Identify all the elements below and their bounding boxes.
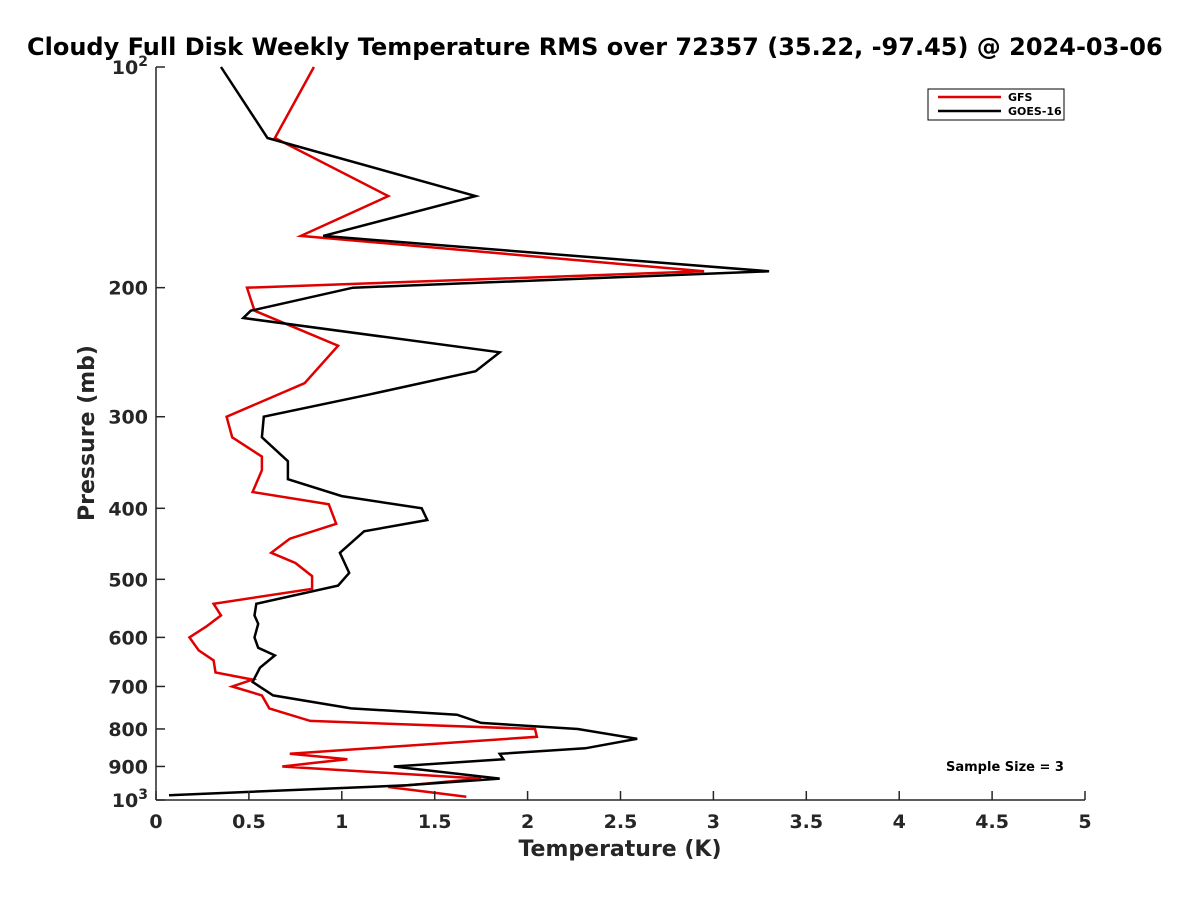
x-tick-label: 0	[149, 811, 162, 833]
x-tick-label: 5	[1078, 811, 1091, 833]
y-tick-label: 500	[108, 569, 148, 591]
series-line-goes16	[168, 66, 770, 797]
y-tick-label: 103	[112, 787, 148, 812]
y-tick-label: 600	[108, 627, 148, 649]
x-tick-label: 2.5	[604, 811, 638, 833]
x-tick-label: 1.5	[418, 811, 452, 833]
sample-size-annotation: Sample Size = 3	[946, 760, 1064, 775]
y-tick-label: 400	[108, 498, 148, 520]
legend-label-goes16: GOES-16	[1008, 105, 1062, 118]
x-tick-label: 2	[521, 811, 534, 833]
chart-title: Cloudy Full Disk Weekly Temperature RMS …	[27, 33, 1163, 61]
y-axis-label: Pressure (mb)	[75, 345, 100, 521]
x-tick-label: 1	[335, 811, 348, 833]
plot-area	[156, 67, 1085, 800]
y-tick-label: 800	[108, 719, 148, 741]
legend-box	[927, 88, 1065, 121]
y-tick-label: 300	[108, 407, 148, 429]
series-line-gfs	[187, 66, 705, 799]
y-tick-label: 200	[108, 278, 148, 300]
x-tick-label: 4	[893, 811, 906, 833]
legend-label-gfs: GFS	[1008, 91, 1033, 104]
x-axis-label: Temperature (K)	[518, 837, 721, 862]
x-tick-label: 4.5	[975, 811, 1009, 833]
y-ticks: 102 200 300 400 500 600 700 800 900 103	[108, 54, 165, 812]
x-tick-label: 3.5	[789, 811, 823, 833]
y-tick-label: 700	[108, 676, 148, 698]
x-ticks: 0 0.5 1 1.5 2 2.5 3 3.5 4 4.5 5	[149, 791, 1092, 833]
y-tick-label: 102	[112, 54, 148, 79]
x-tick-label: 0.5	[232, 811, 266, 833]
x-tick-label: 3	[707, 811, 720, 833]
y-tick-label: 900	[108, 756, 148, 778]
series-layer	[168, 66, 770, 799]
legend: GFS GOES-16	[927, 88, 1065, 121]
